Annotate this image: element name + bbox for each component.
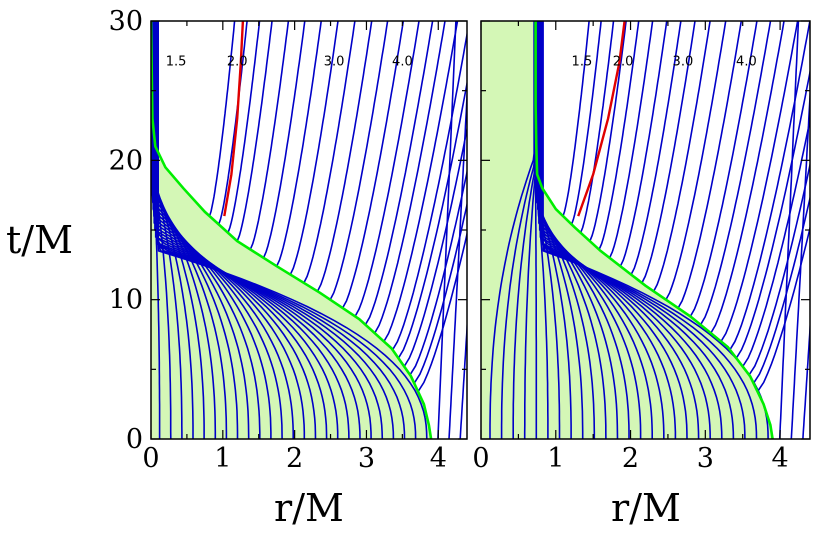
trapped-region-fill [151,21,432,439]
worldline [752,194,810,384]
worldline [409,168,467,376]
worldline [364,21,434,326]
worldline [699,21,772,326]
worldline [735,67,810,359]
worldline [262,21,306,259]
worldline [227,21,261,234]
x-tick-label: 1 [214,443,231,474]
worldline [756,224,810,393]
worldline [208,21,236,217]
worldline [397,79,467,359]
worldline [562,21,590,217]
worldline [275,21,322,267]
plot-frame [150,20,468,440]
worldline [157,21,428,439]
worldline [589,21,627,242]
worldline [677,21,743,309]
y-tick-labels: 0 10 20 30 [109,6,143,455]
x-tick-label: 0 [472,443,489,474]
x-axis-label: r/M [274,486,344,530]
contour-label-3-0: 3.0 [324,55,345,70]
contour-label-2-0: 2.0 [613,55,634,70]
worldline [729,21,810,351]
x-tick-label: 4 [772,443,789,474]
contour-label-1-5: 1.5 [166,55,187,70]
worldline [570,21,602,225]
contour-label-2-0: 2.0 [227,55,248,70]
worldline [391,30,467,351]
contour-labels: 1.5 2.0 3.0 4.0 [572,55,757,70]
worldline [598,21,640,250]
x-tick-label: 1 [547,443,564,474]
worldline [630,21,682,275]
contour-label-4-0: 4.0 [392,55,413,70]
y-axis-label: t/M [6,218,73,262]
worldline [579,21,615,234]
x-axis-label: r/M [611,486,681,530]
plot-frame [480,20,811,440]
x-tick-label: 3 [358,443,375,474]
contour-label-3-0: 3.0 [673,55,694,70]
x-tick-labels: 0 1 2 3 4 [142,443,446,474]
worldline [249,21,290,250]
right-panel: 1.5 2.0 3.0 4.0 0 1 2 3 4 r/M [472,20,811,530]
worldline [289,21,339,275]
left-panel: 1.5 2.0 3.0 4.0 0 1 2 3 4 0 10 20 30 r/M… [6,6,468,530]
contour-label-4-0: 4.0 [736,55,757,70]
worldline [236,21,273,242]
worldline [748,161,810,376]
worldline [619,21,668,267]
horizon-curve [151,21,433,439]
worldline [448,81,467,439]
x-tick-label: 2 [622,443,639,474]
worldline [641,21,696,284]
y-tick-label: 20 [109,145,143,176]
worldline [437,21,457,439]
worldline [720,21,799,342]
worldline [689,21,758,317]
worldline [354,21,420,317]
worldline [303,21,356,284]
worldline [217,21,248,225]
y-tick-label: 0 [126,424,143,455]
worldline [374,21,446,334]
r2-contour-line [577,21,626,217]
horizon-curve [534,21,774,439]
worldline [652,21,711,292]
trapped-region-fill [481,21,773,439]
x-tick-labels: 0 1 2 3 4 [472,443,788,474]
worldline [608,21,654,259]
worldline [403,125,467,367]
y-tick-label: 30 [109,6,143,37]
x-tick-label: 4 [430,443,447,474]
worldline [778,21,800,439]
x-tick-label: 2 [286,443,303,474]
worldline [316,21,373,292]
x-tick-label: 0 [142,443,159,474]
worldline [417,230,467,393]
y-tick-label: 10 [109,285,143,316]
worldline [742,116,810,367]
worldline [383,21,459,342]
contour-labels: 1.5 2.0 3.0 4.0 [166,55,413,70]
contour-label-1-5: 1.5 [572,55,593,70]
worldline [341,21,405,309]
x-tick-label: 3 [697,443,714,474]
worldline [665,21,727,301]
r2-contour-line [223,21,245,217]
worldline [710,21,785,334]
worldline [329,21,389,301]
worldline [413,201,467,384]
